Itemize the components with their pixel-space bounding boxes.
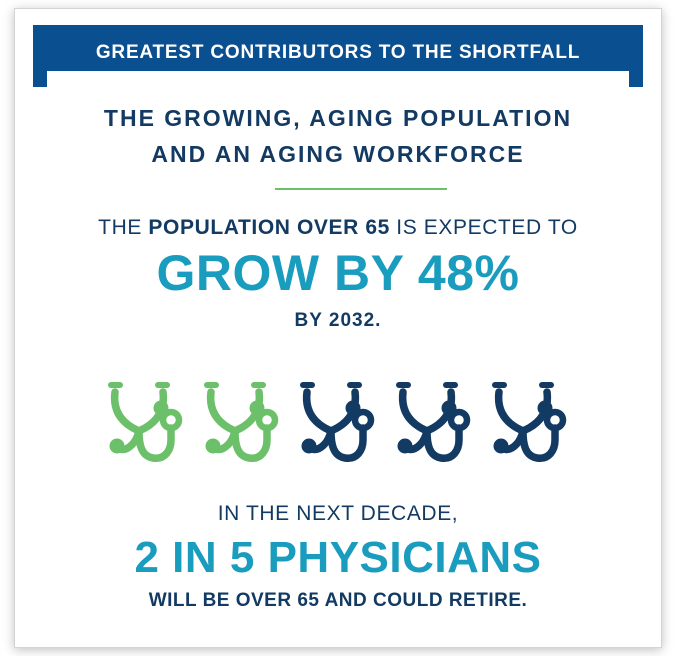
header-title: GREATEST CONTRIBUTORS TO THE SHORTFALL <box>95 42 581 63</box>
stethoscope-icon <box>399 385 467 458</box>
population-intro-emphasis: POPULATION OVER 65 <box>148 216 390 239</box>
stethoscope-icon <box>207 385 275 458</box>
subtitle-line-2: AND AN AGING WORKFORCE <box>151 141 525 167</box>
population-stat-intro: THE POPULATION OVER 65 IS EXPECTED TO <box>47 217 629 238</box>
divider-line <box>275 188 447 190</box>
infographic-card: GREATEST CONTRIBUTORS TO THE SHORTFALL T… <box>14 8 662 648</box>
content-panel: THE GROWING, AGING POPULATION AND AN AGI… <box>47 71 629 639</box>
population-stat-tail: BY 2032. <box>294 310 382 331</box>
stethoscope-icons-row <box>105 366 611 464</box>
physicians-stat-intro: IN THE NEXT DECADE, <box>217 502 459 525</box>
stethoscope-icon <box>111 385 179 458</box>
stethoscope-icon <box>495 385 563 458</box>
population-intro-prefix: THE <box>98 216 149 239</box>
stethoscope-icon <box>303 385 371 458</box>
population-intro-suffix: IS EXPECTED TO <box>389 216 578 239</box>
subtitle-line-1: THE GROWING, AGING POPULATION <box>103 105 573 131</box>
physicians-stat-tail: WILL BE OVER 65 AND COULD RETIRE. <box>148 590 528 611</box>
physicians-stat-headline: 2 IN 5 PHYSICIANS <box>134 533 542 582</box>
population-stat-headline: GROW BY 48% <box>156 245 520 301</box>
